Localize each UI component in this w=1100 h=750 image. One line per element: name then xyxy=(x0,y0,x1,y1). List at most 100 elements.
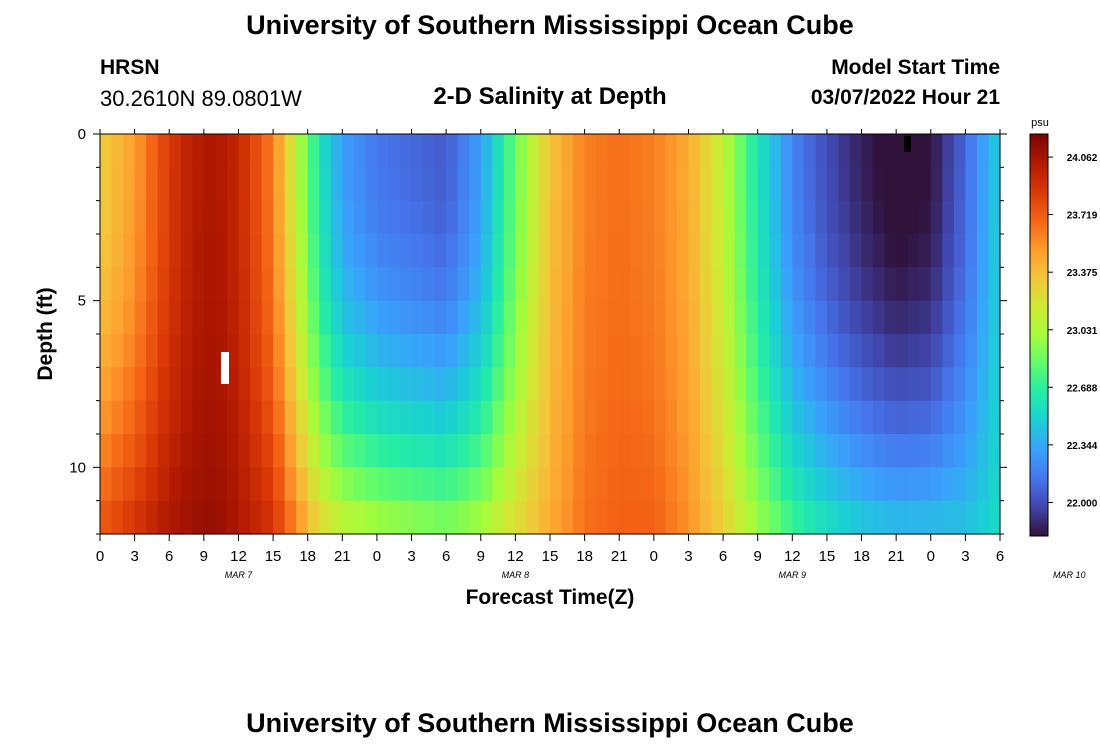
heatmap-cell xyxy=(850,200,863,235)
heatmap-cell xyxy=(376,267,390,302)
heatmap-cell xyxy=(953,367,966,402)
heatmap-cell xyxy=(134,167,147,202)
heatmap-cell xyxy=(215,400,228,435)
heatmap-cell xyxy=(157,434,170,468)
heatmap-cell xyxy=(815,434,828,468)
heatmap-cell xyxy=(492,434,505,468)
heatmap-cell xyxy=(792,267,805,302)
heatmap-cell xyxy=(111,500,124,535)
heatmap-cell xyxy=(746,467,759,502)
heatmap-cell xyxy=(503,434,516,468)
heatmap-cell xyxy=(919,234,932,268)
x-tick-label: 15 xyxy=(265,548,282,565)
heatmap-cell xyxy=(400,400,413,435)
heatmap-cell xyxy=(353,267,366,302)
heatmap-cell xyxy=(815,234,828,268)
heatmap-cell xyxy=(734,500,747,535)
heatmap-cell xyxy=(284,500,297,535)
heatmap-cell xyxy=(653,234,666,268)
heatmap-cell xyxy=(642,267,655,302)
heatmap-cell xyxy=(734,267,747,302)
heatmap-cell xyxy=(365,367,378,402)
heatmap-cell xyxy=(826,200,840,235)
heatmap-cell xyxy=(976,134,990,168)
heatmap-cell xyxy=(826,434,840,468)
heatmap-cell xyxy=(642,467,655,502)
heatmap-cell xyxy=(896,500,909,535)
heatmap-cell xyxy=(226,367,240,402)
heatmap-cell xyxy=(480,267,493,302)
heatmap-cell xyxy=(100,367,113,402)
heatmap-cell xyxy=(700,367,713,402)
heatmap-cell xyxy=(123,234,136,268)
heatmap-cell xyxy=(111,334,124,368)
heatmap-cell xyxy=(676,400,690,435)
heatmap-cell xyxy=(642,434,655,468)
heatmap-cell xyxy=(411,500,424,535)
heatmap-cell xyxy=(826,334,840,368)
heatmap-cell xyxy=(907,334,920,368)
heatmap-cell xyxy=(561,500,574,535)
heatmap-cell xyxy=(584,434,597,468)
heatmap-cell xyxy=(100,134,113,168)
heatmap-cell xyxy=(169,367,182,402)
heatmap-cell xyxy=(884,234,897,268)
heatmap-cell xyxy=(123,367,136,402)
heatmap-cell xyxy=(607,467,620,502)
heatmap-cell xyxy=(619,300,632,335)
heatmap-cell xyxy=(388,167,401,202)
heatmap-cell xyxy=(803,500,816,535)
heatmap-cell xyxy=(423,134,436,168)
heatmap-cell xyxy=(330,367,343,402)
heatmap-cell xyxy=(342,200,355,235)
heatmap-cell xyxy=(850,367,863,402)
heatmap-cell xyxy=(550,234,563,268)
heatmap-cell xyxy=(203,400,216,435)
heatmap-cell xyxy=(503,367,516,402)
heatmap-cell xyxy=(746,167,759,202)
heatmap-cell xyxy=(526,367,540,402)
heatmap-cell xyxy=(400,367,413,402)
heatmap-cell xyxy=(780,500,793,535)
heatmap-cell xyxy=(423,234,436,268)
heatmap-cell xyxy=(550,200,563,235)
heatmap-cell xyxy=(942,134,955,168)
heatmap-cell xyxy=(526,134,540,168)
heatmap-cell xyxy=(203,134,216,168)
heatmap-cell xyxy=(434,200,447,235)
heatmap-cell xyxy=(134,234,147,268)
heatmap-cell xyxy=(538,300,551,335)
heatmap-cell xyxy=(573,334,586,368)
heatmap-cell xyxy=(896,200,909,235)
heatmap-cell xyxy=(134,500,147,535)
heatmap-cell xyxy=(250,334,263,368)
heatmap-cell xyxy=(803,467,816,502)
heatmap-cell xyxy=(607,300,620,335)
heatmap-cell xyxy=(838,334,851,368)
heatmap-cell xyxy=(146,200,159,235)
heatmap-cell xyxy=(492,467,505,502)
heatmap-cell xyxy=(273,334,286,368)
heatmap-cell xyxy=(907,267,920,302)
heatmap-cell xyxy=(953,467,966,502)
heatmap-cell xyxy=(734,234,747,268)
heatmap-cell xyxy=(273,200,286,235)
heatmap-cell xyxy=(792,167,805,202)
heatmap-cell xyxy=(884,367,897,402)
heatmap-cell xyxy=(446,434,459,468)
heatmap-cell xyxy=(446,134,459,168)
x-tick-label: 21 xyxy=(888,548,905,565)
heatmap-cell xyxy=(169,400,182,435)
heatmap-cell xyxy=(215,200,228,235)
heatmap-cell xyxy=(815,400,828,435)
heatmap-cell xyxy=(873,467,886,502)
heatmap-cell xyxy=(780,434,793,468)
heatmap-cell xyxy=(953,400,966,435)
heatmap-cell xyxy=(596,367,609,402)
heatmap-cell xyxy=(700,300,713,335)
heatmap-cell xyxy=(284,234,297,268)
heatmap-cell xyxy=(688,367,701,402)
heatmap-cell xyxy=(157,167,170,202)
x-axis: 0 3 6 9 12 15 18 21 0 3 6 9 12 15 18 21 0 3 6 9 12 15 18 21 0 3 6 M… xyxy=(96,129,1085,580)
